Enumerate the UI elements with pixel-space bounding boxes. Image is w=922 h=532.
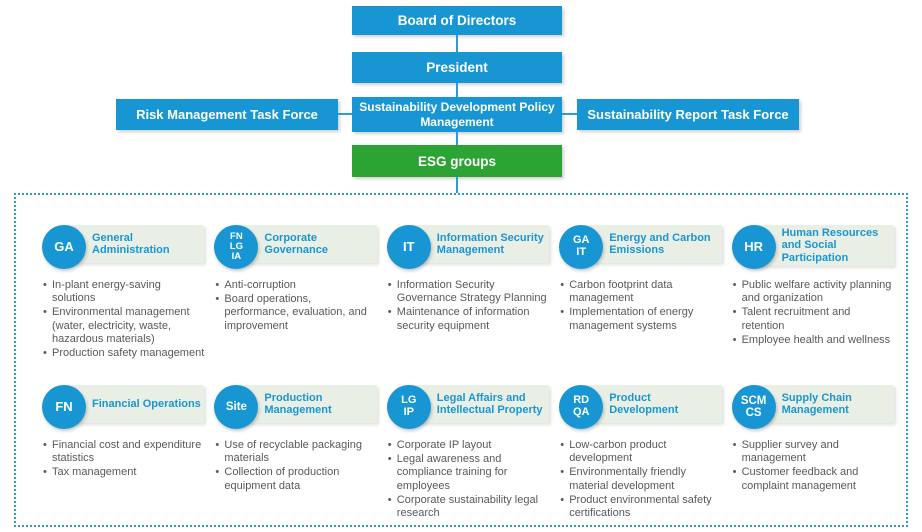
bullet-item: Supplier survey and management bbox=[732, 439, 894, 465]
group-title: Corporate Governance bbox=[264, 231, 328, 256]
group-title: Legal Affairs and Intellectual Property bbox=[436, 391, 543, 416]
group-product-development: RD QA Product Development Low-carbon pro… bbox=[559, 382, 722, 521]
bullet-item: Corporate sustainability legal research bbox=[387, 494, 549, 520]
president-box: President bbox=[352, 52, 562, 83]
group-abbr-badge: HR bbox=[731, 225, 776, 269]
bullet-item: In-plant energy-saving solutions bbox=[42, 279, 204, 305]
group-energy-carbon-emissions: GA IT Energy and Carbon Emissions Carbon… bbox=[559, 222, 722, 382]
group-title: Product Development bbox=[609, 391, 679, 416]
group-abbr-badge: FN LG IA bbox=[214, 225, 259, 269]
bullet-item: Corporate IP layout bbox=[387, 439, 549, 452]
group-title-bar: Energy and Carbon Emissions bbox=[579, 225, 722, 263]
bullet-item: Information Security Governance Strategy… bbox=[387, 279, 549, 305]
group-title: Human Resources and Social Participation bbox=[781, 227, 879, 264]
group-title: Production Management bbox=[264, 391, 332, 416]
group-abbr-badge: LG IP bbox=[386, 385, 431, 429]
group-bullet-list: Carbon footprint data management Impleme… bbox=[559, 279, 721, 333]
group-header: LG IP Legal Affairs and Intellectual Pro… bbox=[386, 385, 550, 429]
bullet-item: Legal awareness and compliance training … bbox=[387, 453, 549, 493]
report-task-force-box: Sustainability Report Task Force bbox=[577, 99, 799, 130]
bullet-item: Board operations, performance, evaluatio… bbox=[214, 293, 376, 333]
group-title: Information Security Management bbox=[436, 231, 544, 256]
bullet-item: Customer feedback and complaint manageme… bbox=[732, 466, 894, 492]
group-abbr-badge: GA IT bbox=[559, 225, 604, 269]
group-title-bar: Production Management bbox=[234, 385, 377, 423]
bullet-item: Talent recruitment and retention bbox=[732, 306, 894, 332]
group-bullet-list: Anti-corruption Board operations, perfor… bbox=[214, 279, 376, 333]
bullet-item: Environmentally friendly material develo… bbox=[559, 466, 721, 492]
bullet-item: Employee health and wellness bbox=[732, 334, 894, 347]
group-header: IT Information Security Management bbox=[386, 225, 550, 269]
group-title-bar: Human Resources and Social Participation bbox=[751, 225, 894, 266]
bullet-item: Use of recyclable packaging materials bbox=[214, 439, 376, 465]
risk-task-force-box: Risk Management Task Force bbox=[116, 99, 338, 130]
group-bullet-list: Public welfare activity planning and org… bbox=[732, 279, 894, 347]
group-title-bar: Product Development bbox=[579, 385, 722, 423]
connector-risk-policy bbox=[338, 113, 352, 115]
bullet-item: Implementation of energy management syst… bbox=[559, 306, 721, 332]
bullet-item: Low-carbon product development bbox=[559, 439, 721, 465]
bullet-item: Collection of production equipment data bbox=[214, 466, 376, 492]
group-title: Financial Operations bbox=[92, 397, 201, 410]
bullet-item: Tax management bbox=[42, 466, 204, 479]
bullet-item: Financial cost and expenditure statistic… bbox=[42, 439, 204, 465]
group-title: Energy and Carbon Emissions bbox=[609, 231, 711, 256]
group-bullet-list: Financial cost and expenditure statistic… bbox=[42, 439, 204, 480]
connector-board-president bbox=[456, 35, 458, 52]
group-abbr-badge: RD QA bbox=[559, 385, 604, 429]
group-abbr-badge: Site bbox=[214, 385, 259, 429]
bullet-item: Maintenance of information security equi… bbox=[387, 306, 549, 332]
group-bullet-list: Supplier survey and management Customer … bbox=[732, 439, 894, 493]
group-abbr-badge: IT bbox=[386, 225, 431, 269]
group-abbr-badge: FN bbox=[42, 385, 86, 429]
esg-groups-panel: GA General Administration In-plant energ… bbox=[14, 193, 908, 527]
esg-groups-box: ESG groups bbox=[352, 145, 562, 177]
group-header: FN LG IA Corporate Governance bbox=[214, 225, 377, 269]
group-header: GA General Administration bbox=[42, 225, 205, 269]
group-header: SCM CS Supply Chain Management bbox=[731, 385, 894, 429]
connector-esg-panel bbox=[456, 177, 458, 193]
board-of-directors-box: Board of Directors bbox=[352, 6, 562, 35]
group-financial-operations: FN Financial Operations Financial cost a… bbox=[42, 382, 205, 521]
group-title: General Administration bbox=[92, 231, 170, 256]
group-title-bar: Corporate Governance bbox=[234, 225, 377, 263]
group-human-resources: HR Human Resources and Social Participat… bbox=[731, 222, 894, 382]
group-information-security: IT Information Security Management Infor… bbox=[386, 222, 550, 382]
sustainability-policy-box: Sustainability Development Policy Manage… bbox=[352, 97, 562, 132]
connector-policy-esg bbox=[456, 132, 458, 145]
connector-policy-report bbox=[562, 113, 577, 115]
group-bullet-list: Corporate IP layout Legal awareness and … bbox=[387, 439, 549, 520]
group-supply-chain-management: SCM CS Supply Chain Management Supplier … bbox=[731, 382, 894, 521]
bullet-item: Public welfare activity planning and org… bbox=[732, 279, 894, 305]
group-header: RD QA Product Development bbox=[559, 385, 722, 429]
group-production-management: Site Production Management Use of recycl… bbox=[214, 382, 377, 521]
group-header: HR Human Resources and Social Participat… bbox=[731, 225, 894, 269]
connector-president-policy bbox=[456, 83, 458, 97]
group-general-administration: GA General Administration In-plant energ… bbox=[42, 222, 205, 382]
group-title-bar: Information Security Management bbox=[406, 225, 550, 263]
bullet-item: Production safety management bbox=[42, 347, 204, 360]
group-title: Supply Chain Management bbox=[781, 391, 852, 416]
group-bullet-list: Use of recyclable packaging materials Co… bbox=[214, 439, 376, 493]
bullet-item: Carbon footprint data management bbox=[559, 279, 721, 305]
group-bullet-list: Low-carbon product development Environme… bbox=[559, 439, 721, 520]
group-abbr-badge: SCM CS bbox=[731, 385, 776, 429]
group-corporate-governance: FN LG IA Corporate Governance Anti-corru… bbox=[214, 222, 377, 382]
group-legal-affairs-ip: LG IP Legal Affairs and Intellectual Pro… bbox=[386, 382, 550, 521]
group-header: GA IT Energy and Carbon Emissions bbox=[559, 225, 722, 269]
group-bullet-list: Information Security Governance Strategy… bbox=[387, 279, 549, 333]
group-abbr-badge: GA bbox=[42, 225, 86, 269]
group-header: FN Financial Operations bbox=[42, 385, 205, 429]
bullet-item: Product environmental safety certificati… bbox=[559, 494, 721, 520]
bullet-item: Environmental management (water, electri… bbox=[42, 306, 204, 346]
group-header: Site Production Management bbox=[214, 385, 377, 429]
bullet-item: Anti-corruption bbox=[214, 279, 376, 292]
group-bullet-list: In-plant energy-saving solutions Environ… bbox=[42, 279, 204, 360]
